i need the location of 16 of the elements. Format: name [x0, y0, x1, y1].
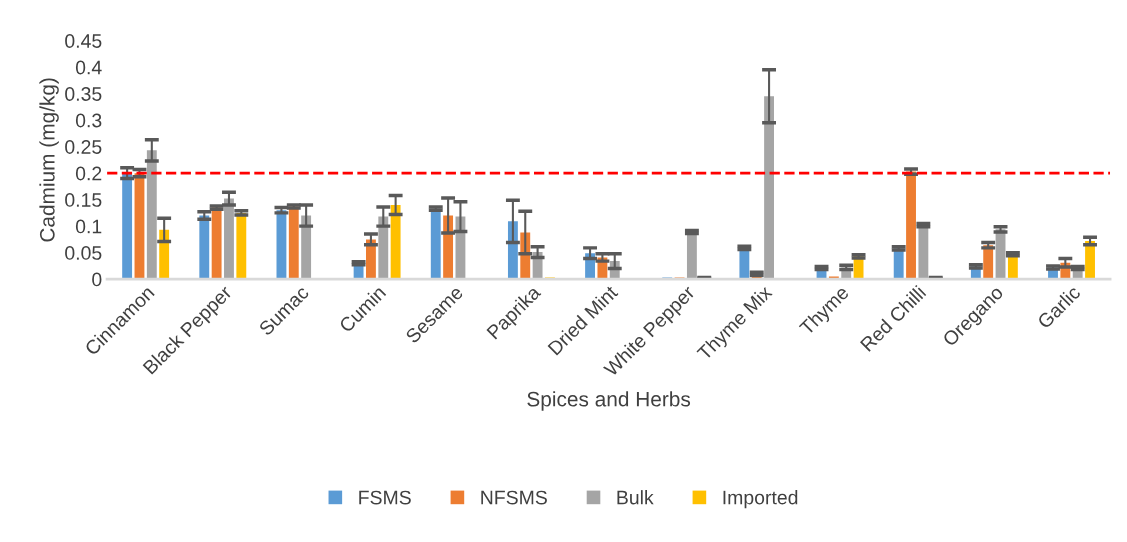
y-tick-label: 0.2 [75, 166, 102, 181]
legend-label: Imported [723, 490, 798, 509]
x-axis-title: Spices and Herbs [527, 391, 691, 411]
y-tick-label: 0.35 [65, 87, 102, 101]
legend-label: Bulk [617, 490, 654, 505]
y-axis-title: Cadmium (mg/kg) [39, 78, 59, 242]
y-tick-label: 0.4 [75, 60, 102, 75]
y-tick-label: 0.05 [65, 246, 102, 260]
y-tick-label: 0.45 [65, 34, 102, 48]
y-tick-label: 0.15 [65, 193, 102, 207]
y-tick-label: 0.3 [75, 113, 102, 128]
legend-label: NFSMS [481, 490, 547, 505]
legend-label: FSMS [359, 490, 411, 505]
y-tick-label: 0 [92, 272, 102, 287]
y-tick-label: 0.1 [75, 219, 102, 234]
y-tick-label: 0.25 [65, 140, 102, 154]
